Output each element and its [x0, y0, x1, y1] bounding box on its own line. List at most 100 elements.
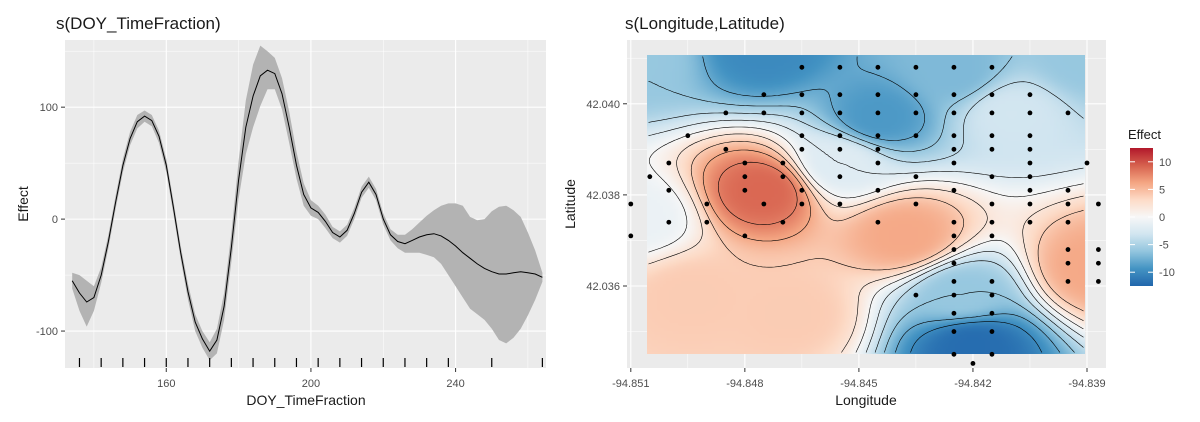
observation-point — [989, 174, 995, 180]
observation-point — [951, 233, 957, 239]
observation-point — [1095, 279, 1101, 284]
observation-point — [837, 201, 843, 207]
observation-point — [1065, 187, 1071, 193]
observation-point — [951, 146, 957, 152]
observation-point — [1095, 201, 1101, 207]
legend-tick-label: 0 — [1159, 212, 1165, 224]
observation-point — [1065, 219, 1071, 225]
observation-point — [761, 92, 767, 98]
observation-point — [780, 219, 786, 225]
observation-point — [799, 92, 805, 98]
observation-point — [1027, 160, 1033, 166]
legend-title: Effect — [1128, 127, 1161, 142]
observation-point — [989, 64, 995, 70]
observation-point — [799, 64, 805, 70]
legend: Effect 10 5 0 -5 -10 — [1128, 127, 1175, 286]
observation-point — [1027, 187, 1033, 193]
observation-point — [628, 201, 634, 207]
observation-point — [989, 219, 995, 225]
observation-point — [799, 187, 805, 193]
y-tick-label: -100 — [36, 326, 58, 338]
observation-point — [1095, 260, 1101, 266]
y-tick-label: 42.038 — [586, 190, 620, 202]
observation-point — [799, 201, 805, 207]
contour-line — [648, 56, 1075, 353]
observation-point — [799, 146, 805, 152]
contour-line — [648, 133, 1084, 353]
observation-point — [1065, 110, 1071, 116]
observation-point — [837, 110, 843, 116]
contour-line — [648, 126, 1084, 353]
observation-point — [761, 110, 767, 116]
legend-colorbar — [1130, 148, 1153, 286]
observation-point — [951, 279, 957, 284]
observation-point — [742, 160, 748, 166]
x-tick-label: 200 — [302, 378, 320, 390]
observation-point — [780, 160, 786, 166]
observation-point — [1027, 174, 1033, 180]
observation-point — [761, 201, 767, 207]
effect-surface — [647, 55, 1085, 354]
observation-point — [875, 110, 881, 116]
observation-point — [913, 92, 919, 98]
contour-line — [690, 141, 1084, 312]
observation-point — [951, 92, 957, 98]
observation-point — [1065, 201, 1071, 207]
observation-point — [647, 174, 653, 180]
observation-point — [913, 292, 919, 298]
y-tick-label: 100 — [40, 102, 58, 114]
observation-point — [951, 260, 957, 266]
observation-point — [666, 219, 672, 225]
observation-point — [951, 351, 957, 357]
observation-point — [875, 64, 881, 70]
x-tick-label: -94.839 — [1068, 378, 1105, 390]
contour-line — [910, 321, 1043, 353]
panel-spatial: s(Longitude,Latitude) -94.851 -94.848 -94.… — [562, 14, 1106, 408]
contour-line — [718, 161, 798, 225]
observation-point — [913, 64, 919, 70]
observation-point — [799, 110, 805, 116]
observation-point — [989, 92, 995, 98]
observation-point — [1095, 247, 1101, 252]
observation-point — [951, 64, 957, 70]
observation-point — [742, 233, 748, 239]
observation-point — [989, 201, 995, 207]
observation-point — [951, 133, 957, 139]
x-axis-title-spatial: Longitude — [835, 392, 897, 408]
observation-point — [989, 279, 995, 284]
y-axis-title-doy: Effect — [15, 186, 31, 222]
observation-point — [970, 361, 976, 366]
contour-line — [648, 119, 1084, 353]
observation-point — [837, 133, 843, 139]
observation-point — [951, 110, 957, 116]
legend-tick-label: -10 — [1159, 267, 1175, 279]
observation-point — [913, 133, 919, 139]
observation-point — [837, 174, 843, 180]
observation-point — [875, 146, 881, 152]
observation-point — [704, 201, 710, 207]
x-tick-label: -94.842 — [954, 378, 991, 390]
observation-point — [951, 247, 957, 252]
observation-point — [837, 146, 843, 152]
contour-line — [702, 149, 811, 242]
contour-line — [648, 81, 1084, 353]
observation-point — [875, 160, 881, 166]
observation-point — [1065, 260, 1071, 266]
chart-title-doy: s(DOY_TimeFraction) — [56, 14, 221, 33]
observation-point — [1027, 219, 1033, 225]
observation-point — [666, 187, 672, 193]
rug-marks — [78, 358, 543, 367]
axes-doy: 160 200 240 -100 0 100 — [36, 102, 465, 390]
y-tick-label: 0 — [52, 214, 58, 226]
observation-point — [1027, 201, 1033, 207]
observation-point — [913, 201, 919, 207]
effect-line — [71, 69, 543, 353]
observation-point — [951, 292, 957, 298]
observation-point — [742, 187, 748, 193]
observation-point — [1065, 247, 1071, 252]
x-tick-label: -94.851 — [612, 378, 649, 390]
y-axis-title-spatial: Latitude — [562, 179, 578, 229]
observation-point — [723, 146, 729, 152]
observation-point — [1027, 92, 1033, 98]
